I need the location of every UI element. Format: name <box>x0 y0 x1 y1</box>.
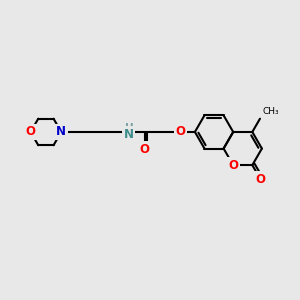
Text: CH₃: CH₃ <box>262 107 279 116</box>
Text: O: O <box>175 125 185 139</box>
Text: H: H <box>125 123 134 133</box>
Text: O: O <box>26 125 36 139</box>
Text: N: N <box>56 125 66 139</box>
Text: N: N <box>124 128 134 141</box>
Text: O: O <box>228 159 238 172</box>
Text: O: O <box>140 142 150 155</box>
Text: O: O <box>255 172 266 186</box>
